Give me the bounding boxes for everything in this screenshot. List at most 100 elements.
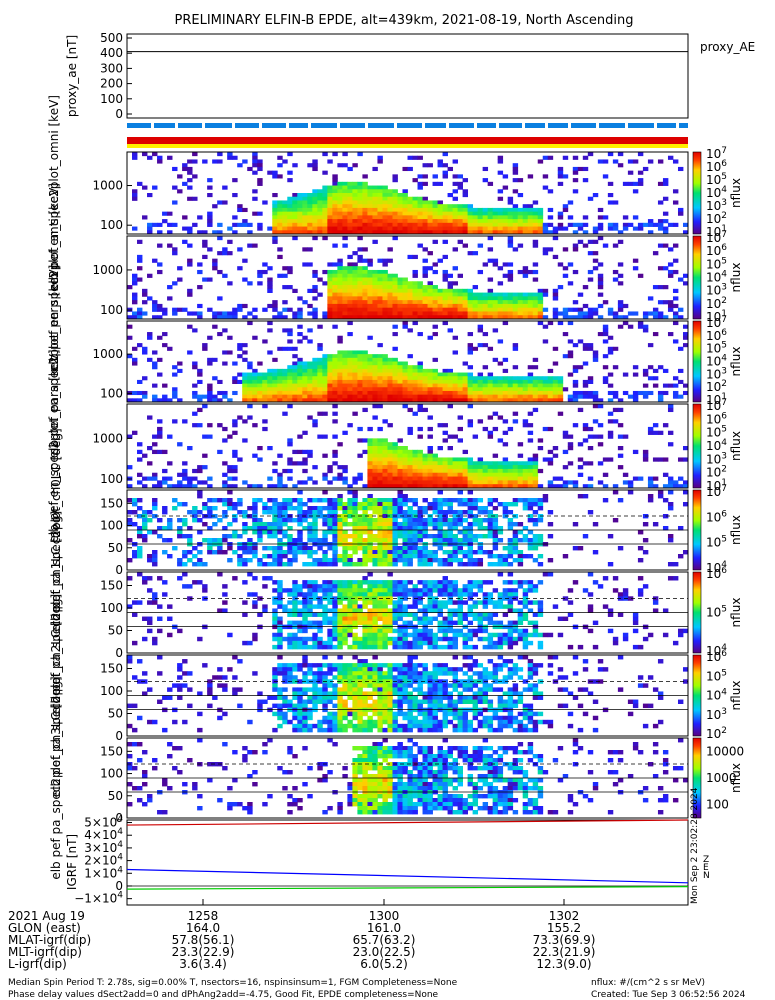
spectrogram-cell bbox=[317, 398, 323, 403]
spectrogram-cell bbox=[507, 262, 514, 267]
spectrogram-cell bbox=[482, 379, 489, 384]
spectrogram-cell bbox=[377, 215, 383, 220]
spectrogram-cell bbox=[347, 166, 353, 172]
spectrogram-cell bbox=[512, 230, 519, 235]
spectrogram-cell bbox=[387, 620, 393, 626]
spectrogram-cell bbox=[407, 285, 413, 290]
spectrogram-cell bbox=[352, 163, 358, 168]
spectrogram-cell bbox=[357, 303, 363, 309]
spectrogram-cell bbox=[377, 273, 383, 278]
spectrogram-cell bbox=[592, 419, 599, 424]
spectrogram-cell bbox=[277, 204, 283, 209]
spectrogram-cell bbox=[527, 461, 534, 466]
spectrogram-cell bbox=[462, 387, 469, 392]
spectrogram-cell bbox=[352, 300, 358, 305]
spectrogram-cell bbox=[252, 518, 258, 523]
spectrogram-cell bbox=[467, 346, 474, 351]
spectrogram-cell bbox=[222, 592, 228, 597]
spectrogram-cell bbox=[242, 394, 248, 399]
spectrogram-cell bbox=[297, 324, 303, 329]
spectrogram-cell bbox=[492, 518, 499, 523]
spectrogram-cell bbox=[237, 354, 243, 359]
spectrogram-cell bbox=[462, 361, 469, 366]
spectrogram-cell bbox=[332, 288, 338, 293]
spectrogram-cell bbox=[412, 604, 418, 609]
spectrogram-cell bbox=[512, 411, 519, 416]
spectrogram-cell bbox=[382, 484, 388, 489]
spectrogram-cell bbox=[402, 321, 408, 326]
spectrogram-cell bbox=[347, 522, 353, 527]
spectrogram-cell bbox=[557, 311, 564, 316]
spectrogram-cell bbox=[332, 546, 338, 551]
spectrogram-cell bbox=[472, 502, 479, 507]
spectrogram-cell bbox=[272, 226, 278, 231]
spectrogram-cell bbox=[677, 394, 684, 399]
spectrogram-cell bbox=[442, 152, 448, 157]
spectrogram-cell bbox=[137, 600, 143, 605]
spectrogram-cell bbox=[377, 465, 383, 470]
spectrogram-cell bbox=[457, 514, 463, 519]
spectrogram-cell bbox=[457, 273, 463, 278]
spectrogram-cell bbox=[392, 196, 398, 201]
spectrogram-cell bbox=[277, 211, 283, 216]
spectrogram-cell bbox=[277, 546, 283, 551]
spectrogram-cell bbox=[442, 522, 448, 527]
spectrogram-cell bbox=[382, 584, 388, 589]
spectrogram-cell bbox=[262, 584, 268, 589]
spectrogram-cell bbox=[492, 387, 499, 392]
spectrogram-cell bbox=[647, 159, 654, 164]
spectrogram-cell bbox=[332, 628, 338, 634]
spectrogram-cell bbox=[192, 174, 198, 179]
spectrogram-cell bbox=[672, 383, 679, 388]
spectrogram-cell bbox=[662, 230, 669, 235]
spectrogram-cell bbox=[417, 215, 423, 220]
spectrogram-cell bbox=[487, 236, 494, 241]
spectrogram-cell bbox=[682, 335, 689, 340]
spectrogram-cell bbox=[507, 243, 514, 248]
spectrogram-cell bbox=[407, 292, 413, 297]
spectrogram-cell bbox=[372, 196, 378, 201]
spectrogram-cell bbox=[567, 200, 574, 205]
spectrogram-cell bbox=[442, 311, 448, 316]
spectrogram-cell bbox=[382, 600, 388, 605]
spectrogram-cell bbox=[432, 604, 438, 609]
spectrogram-cell bbox=[297, 530, 303, 535]
spectrogram-cell bbox=[632, 372, 639, 377]
spectrogram-cell bbox=[327, 608, 333, 613]
spectrogram-cell bbox=[467, 502, 474, 507]
spectrogram-cell bbox=[512, 215, 519, 220]
spectrogram-cell bbox=[192, 514, 198, 519]
spectrogram-cell bbox=[582, 383, 589, 388]
spectrogram-cell bbox=[347, 357, 353, 362]
spectrogram-cell bbox=[127, 576, 133, 581]
spectrogram-cell bbox=[492, 411, 499, 416]
spectrogram-cell bbox=[542, 376, 549, 381]
spectrogram-cell bbox=[437, 600, 443, 605]
spectrogram-cell bbox=[532, 307, 539, 312]
spectrogram-cell bbox=[152, 383, 158, 388]
spectrogram-cell bbox=[182, 584, 188, 589]
spectrogram-cell bbox=[437, 211, 443, 216]
spectrogram-cell bbox=[307, 580, 313, 585]
spectrogram-cell bbox=[637, 321, 644, 326]
spectrogram-cell bbox=[322, 558, 328, 563]
spectrogram-cell bbox=[467, 526, 474, 531]
spectrogram-cell bbox=[442, 226, 448, 231]
spectrogram-cell bbox=[387, 562, 393, 567]
spectrogram-cell bbox=[427, 219, 433, 224]
spectrogram-cell bbox=[292, 368, 298, 373]
spectrogram-cell bbox=[207, 434, 213, 439]
spectrogram-cell bbox=[297, 490, 303, 495]
spectrogram-cell bbox=[282, 498, 288, 503]
spectrogram-cell bbox=[337, 472, 343, 477]
spectrogram-cell bbox=[442, 580, 448, 585]
spectrogram-cell bbox=[427, 592, 433, 597]
spectrogram-cell bbox=[307, 644, 313, 650]
spectrogram-cell bbox=[512, 502, 519, 507]
spectrogram-cell bbox=[422, 562, 428, 567]
spectrogram-cell bbox=[437, 390, 443, 396]
spectrogram-cell bbox=[397, 219, 403, 224]
spectrogram-cell bbox=[512, 472, 519, 477]
spectrogram-cell bbox=[372, 211, 378, 216]
ae-ytick-label: 300 bbox=[100, 61, 123, 75]
